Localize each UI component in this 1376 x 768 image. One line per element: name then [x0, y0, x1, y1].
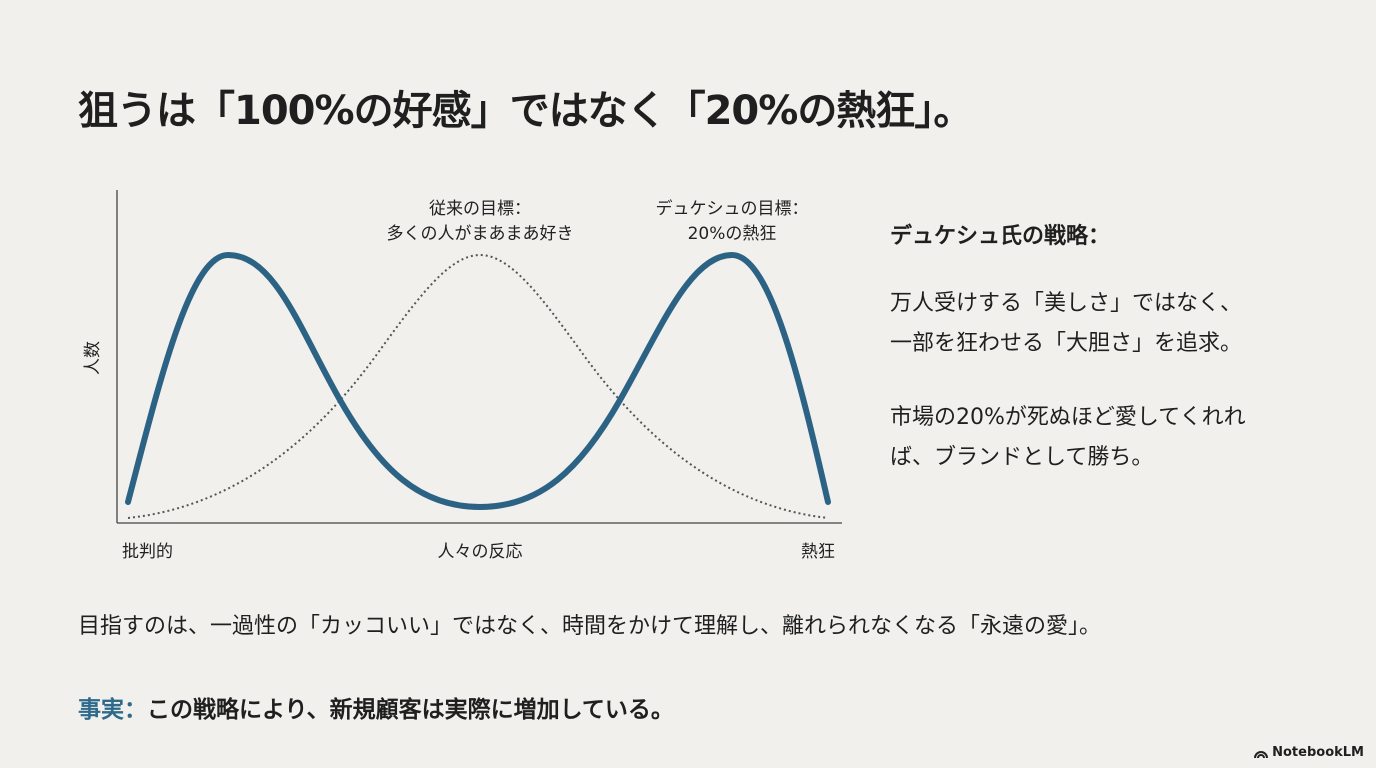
annotation: 20%の熱狂 [688, 224, 777, 244]
paragraph: 市場の20%が死ぬほど愛してくれれ ば、ブランドとして勝ち。 [890, 398, 1246, 478]
x-left-label: 批判的 [122, 542, 173, 562]
annotation: 多くの人がまあまあ好き [387, 224, 574, 244]
paragraph-line: 市場の20%が死ぬほど愛してくれれ [890, 405, 1246, 430]
annotation: デュケシュの目標： [656, 198, 809, 219]
x-right-label: 熱狂 [801, 542, 835, 562]
side-heading: デュケシュ氏の戦略： [890, 224, 1111, 249]
statement: 目指すのは、一過性の「カッコいい」ではなく、時間をかけて理解し、離れられなくなる… [78, 614, 1102, 639]
y-axis-label: 人数 [83, 341, 103, 375]
conventional-curve [127, 253, 829, 519]
brand-name: NotebookLM [1272, 745, 1364, 760]
diagram: 従来の目標： 多くの人がまあまあ好き デュケシュの目標： 20%の熱狂 人数 批… [83, 190, 842, 562]
fact-text: この戦略により、新規顧客は実際に増加している。 [147, 697, 674, 723]
annotation: 従来の目標： [429, 199, 531, 219]
slide-title: 狙うは「100%の好感」ではなく「20%の熱狂」。 [78, 88, 973, 134]
paragraph-line: 万人受けする「美しさ」ではなく、 [890, 291, 1243, 316]
polarized-curve [125, 251, 831, 511]
fact-label: 事実： [78, 697, 147, 723]
fact: 事実：この戦略により、新規顧客は実際に増加している。 [78, 690, 674, 724]
paragraph: 万人受けする「美しさ」ではなく、 一部を狂わせる「大胆さ」を追求。 [890, 284, 1242, 364]
brand: NotebookLM [1254, 745, 1364, 760]
paragraph-line: 一部を狂わせる「大胆さ」を追求。 [890, 331, 1243, 356]
x-axis-label: 人々の反応 [438, 542, 523, 562]
brand-icon [1254, 750, 1269, 758]
paragraph-line: ば、ブランドとして勝ち。 [890, 445, 1154, 470]
